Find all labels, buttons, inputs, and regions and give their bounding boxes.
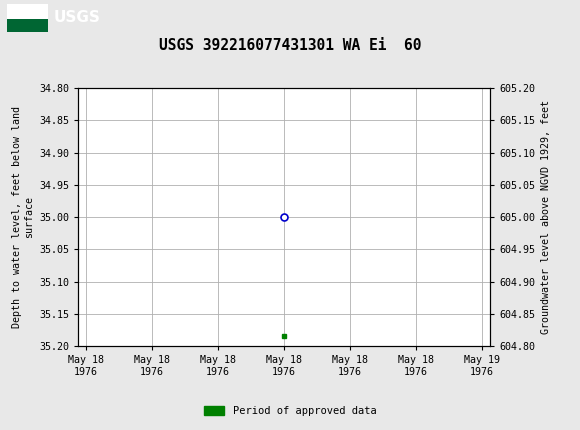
Y-axis label: Depth to water level, feet below land
surface: Depth to water level, feet below land su… [12, 106, 34, 328]
Legend: Period of approved data: Period of approved data [200, 402, 380, 421]
Text: USGS 392216077431301 WA Ei  60: USGS 392216077431301 WA Ei 60 [159, 38, 421, 52]
Y-axis label: Groundwater level above NGVD 1929, feet: Groundwater level above NGVD 1929, feet [541, 100, 550, 334]
Bar [7, 3, 48, 32]
Bar [7, 19, 48, 32]
Text: USGS: USGS [53, 10, 100, 25]
